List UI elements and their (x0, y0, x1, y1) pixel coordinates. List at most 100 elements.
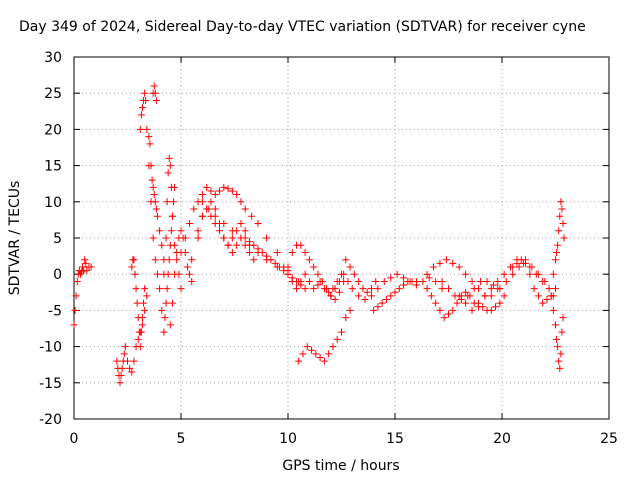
series-t20 (423, 256, 502, 300)
data-point (188, 256, 196, 264)
y-tick-labels: -20 -15 -10 -5 0 5 10 15 20 25 30 (39, 50, 62, 428)
data-point (436, 306, 444, 314)
data-point (346, 306, 354, 314)
data-point (126, 364, 134, 372)
data-point (284, 267, 292, 275)
y-tick-label: -5 (48, 303, 62, 319)
data-point (489, 281, 497, 289)
data-point (181, 234, 189, 242)
data-point (71, 306, 79, 314)
data-point (449, 259, 457, 267)
data-point (250, 241, 258, 249)
data-point (552, 285, 559, 293)
data-point (329, 343, 337, 351)
data-point (556, 212, 564, 220)
data-point (145, 133, 153, 141)
data-point (273, 248, 281, 256)
data-point (131, 270, 139, 278)
data-point (559, 314, 567, 322)
data-point (372, 277, 380, 285)
data-point (560, 234, 568, 242)
data-point (141, 285, 149, 293)
data-point (207, 187, 215, 195)
data-point (310, 263, 318, 271)
data-point (532, 270, 540, 278)
y-axis-label: SDTVAR / TECUs (7, 181, 23, 296)
data-point (140, 299, 148, 307)
data-point (138, 104, 146, 112)
data-point (555, 227, 563, 235)
series-t12 (198, 198, 258, 264)
data-point (432, 277, 440, 285)
y-tick-label: 0 (53, 267, 62, 283)
data-point (171, 270, 179, 278)
data-point (233, 241, 241, 249)
data-point (355, 292, 363, 300)
data-point (320, 357, 328, 365)
data-point (166, 321, 174, 329)
data-point (325, 350, 333, 358)
data-point (132, 285, 140, 293)
data-point (327, 292, 335, 300)
data-point (280, 263, 288, 271)
x-tick-label: 10 (279, 431, 297, 447)
data-point (162, 299, 170, 307)
data-point (158, 241, 166, 249)
data-point (445, 285, 452, 293)
data-point (198, 198, 206, 206)
data-point (305, 256, 313, 264)
data-point (442, 256, 450, 264)
data-point (79, 263, 87, 271)
data-point (509, 263, 517, 271)
series-t22 (438, 256, 549, 304)
data-point (453, 299, 461, 307)
data-point (553, 335, 561, 343)
data-point (554, 241, 562, 249)
data-point (141, 306, 149, 314)
data-point (374, 285, 382, 293)
data-point (547, 292, 555, 300)
data-point (305, 277, 313, 285)
data-point (545, 285, 553, 293)
data-point (136, 343, 144, 351)
data-point (427, 292, 435, 300)
data-point (224, 241, 232, 249)
data-point (462, 270, 470, 278)
data-point (267, 256, 275, 264)
data-point (150, 82, 158, 90)
data-point (314, 270, 322, 278)
data-point (320, 285, 328, 293)
data-point (128, 263, 136, 271)
data-point (468, 306, 476, 314)
data-point (297, 241, 305, 249)
data-point (314, 281, 322, 289)
data-point (161, 314, 169, 322)
data-point (177, 285, 185, 293)
data-point (522, 259, 530, 267)
data-point (393, 270, 401, 278)
x-tick-label: 20 (493, 431, 511, 447)
data-point (333, 277, 341, 285)
data-point (237, 220, 245, 228)
data-point (138, 321, 146, 329)
data-point (137, 328, 145, 336)
data-point (526, 263, 534, 271)
data-point (534, 292, 542, 300)
data-point (241, 234, 249, 242)
data-point (361, 296, 369, 304)
data-point (549, 306, 557, 314)
data-point (164, 270, 172, 278)
data-point (177, 227, 185, 235)
data-point (128, 368, 136, 376)
series-t19 (370, 277, 420, 314)
data-point (118, 364, 126, 372)
data-point (183, 263, 191, 271)
data-point (134, 335, 142, 343)
data-point (455, 263, 463, 271)
data-point (141, 89, 149, 97)
x-tick-label: 0 (70, 431, 79, 447)
data-point (137, 111, 145, 119)
data-point (449, 306, 457, 314)
data-point (350, 270, 358, 278)
